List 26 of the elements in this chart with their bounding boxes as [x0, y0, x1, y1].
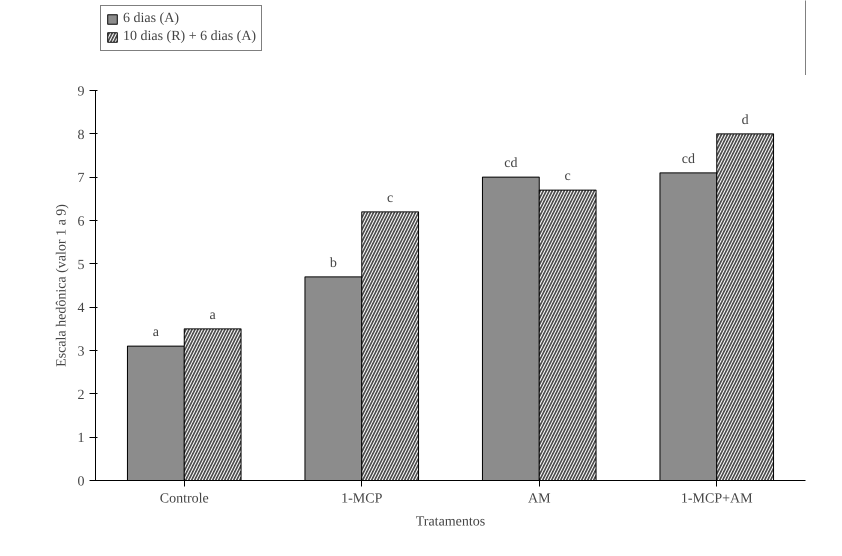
y-tick-label: 1 [78, 431, 84, 446]
data-label: a [210, 308, 217, 323]
x-tick-label: 1-MCP+AM [680, 492, 754, 506]
y-axis-title: Escala hedônica (valor 1 a 9) [54, 204, 70, 367]
x-tick-label: Controle [160, 492, 209, 506]
legend-label: 6 dias (A) [123, 11, 179, 27]
y-tick-label: 7 [78, 171, 84, 186]
data-label: d [742, 112, 749, 128]
legend-label: 10 dias (R) + 6 dias (A) [123, 29, 256, 45]
data-label: b [330, 256, 337, 271]
y-tick-label: 2 [78, 388, 84, 403]
y-tick-label: 6 [78, 214, 84, 230]
x-axis-title: Tratamentos [416, 514, 486, 530]
data-label: cd [682, 152, 695, 167]
data-label: cd [504, 156, 518, 172]
y-tick-label: 9 [78, 84, 84, 100]
data-label: c [564, 169, 571, 184]
y-tick-label: 5 [78, 258, 84, 273]
y-tick-label: 0 [78, 474, 84, 490]
data-label: c [387, 190, 394, 206]
y-tick-label: 8 [78, 128, 84, 143]
data-label: a [152, 325, 160, 340]
x-tick-label: 1-MCP [341, 492, 383, 506]
y-tick-label: 3 [78, 344, 84, 360]
x-tick-label: AM [528, 492, 552, 506]
y-tick-label: 4 [78, 301, 84, 316]
